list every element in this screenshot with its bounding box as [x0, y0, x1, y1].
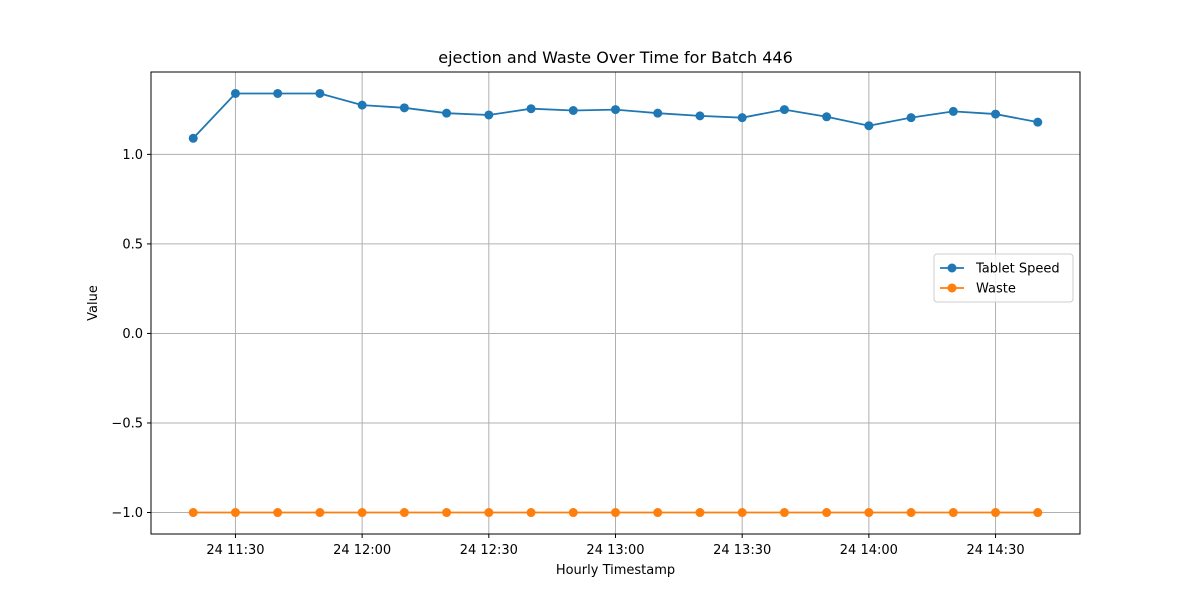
data-point: [188, 508, 198, 518]
legend-box: [933, 253, 1074, 303]
y-tick-label: 1.0: [122, 148, 143, 163]
data-point: [611, 508, 620, 518]
legend-item: Tablet Speed: [940, 262, 1060, 277]
data-point: [230, 88, 240, 98]
data-point: [1033, 117, 1043, 127]
data-point: [737, 113, 747, 123]
data-point: [230, 508, 240, 518]
data-point: [399, 103, 409, 113]
data-point: [695, 111, 705, 121]
data-point: [906, 508, 916, 518]
data-point: [568, 106, 578, 115]
y-tick-label: 0.5: [122, 237, 143, 252]
data-point: [653, 108, 663, 118]
data-point: [357, 100, 367, 110]
data-point: [779, 508, 789, 518]
x-tick-label: 24 13:30: [713, 543, 771, 558]
data-point: [526, 508, 536, 518]
data-point: [948, 508, 958, 518]
x-axis-title: Hourly Timestamp: [556, 563, 675, 578]
data-point: [442, 108, 452, 118]
data-point: [991, 109, 1001, 119]
data-point: [315, 508, 325, 518]
data-point: [991, 508, 1001, 518]
x-tick-label: 24 12:00: [333, 543, 391, 558]
data-point: [611, 105, 620, 115]
legend-marker: [947, 263, 957, 273]
data-point: [484, 508, 494, 518]
y-tick-label: −1.0: [111, 506, 143, 521]
data-point: [1033, 508, 1043, 518]
data-point: [188, 133, 198, 143]
data-point: [822, 508, 832, 518]
x-tick-label: 24 12:30: [460, 543, 518, 558]
data-point: [315, 88, 325, 98]
x-tick-label: 24 14:00: [840, 543, 898, 558]
data-point: [442, 508, 452, 518]
legend: Tablet Speed Waste: [933, 253, 1074, 303]
data-point: [822, 112, 832, 122]
chart-title: ejection and Waste Over Time for Batch 4…: [438, 48, 793, 67]
legend-item: Waste: [940, 282, 1016, 297]
data-point: [948, 106, 958, 116]
y-tick-label: −0.5: [111, 416, 143, 431]
legend-label: Tablet Speed: [975, 262, 1060, 277]
data-point: [484, 110, 494, 120]
data-point: [695, 508, 705, 518]
axis-ticks: 24 11:30 24 12:00 24 12:30 24 13:00 24 13:30…: [111, 148, 1024, 558]
data-point: [357, 508, 367, 518]
data-point: [906, 113, 916, 123]
data-point: [779, 105, 789, 115]
y-axis-title: Value: [86, 285, 101, 321]
data-point: [864, 121, 874, 131]
y-tick-label: 0.0: [122, 327, 143, 342]
data-point: [273, 88, 283, 98]
data-point: [399, 508, 409, 518]
x-tick-label: 24 14:30: [966, 543, 1024, 558]
x-tick-label: 24 11:30: [206, 543, 264, 558]
data-point: [653, 508, 663, 518]
series-tablet-speed: [188, 88, 1043, 143]
series-waste: [188, 508, 1043, 518]
legend-label: Waste: [976, 282, 1016, 297]
series-layer: [188, 88, 1043, 518]
data-point: [737, 508, 747, 518]
data-point: [526, 104, 536, 114]
data-point: [273, 508, 283, 518]
x-tick-label: 24 13:00: [586, 543, 644, 558]
legend-marker: [947, 283, 957, 293]
data-point: [568, 508, 578, 518]
grid: [151, 72, 1080, 534]
data-point: [864, 508, 874, 518]
